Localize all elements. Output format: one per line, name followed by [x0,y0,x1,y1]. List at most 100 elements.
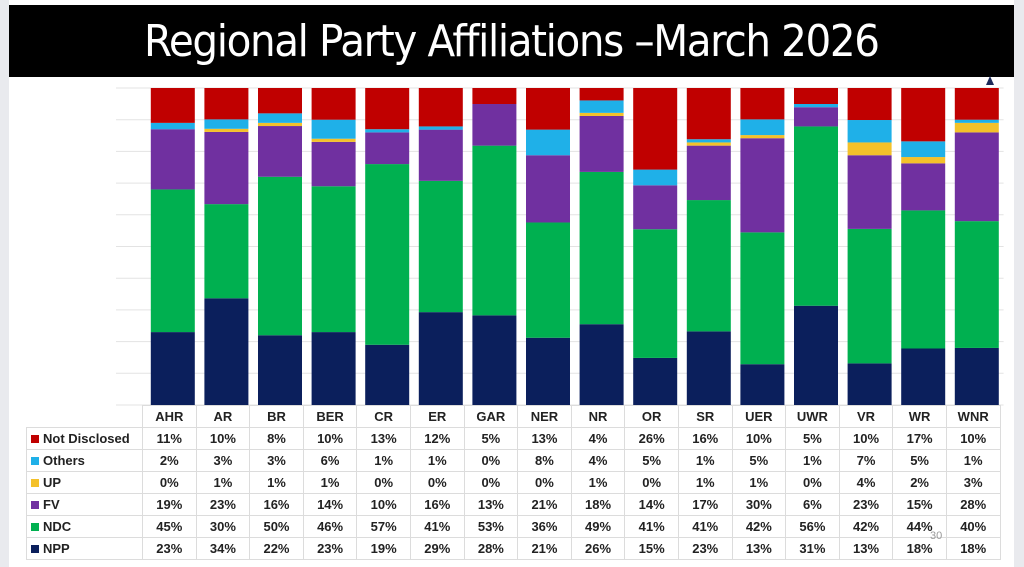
bar-segment-not-disclosed [579,88,624,101]
data-label: 7% [838,449,894,472]
bar-segment-not-disclosed [686,88,731,140]
bar-segment-up [740,135,785,139]
data-label: 57% [356,515,411,538]
data-label: 13% [838,537,894,560]
data-label: 16% [249,493,304,516]
data-label: 10% [302,427,358,450]
data-label: 6% [302,449,358,472]
category-label: WNR [945,405,1001,428]
bar-segment-up [579,112,624,116]
data-label: 12% [409,427,465,450]
category-label: SR [677,405,733,428]
bar-stack-wr [901,88,946,405]
bar-segment-not-disclosed [740,88,785,120]
legend-label: UP [43,475,62,490]
data-label: 42% [838,515,894,538]
legend-entry: NPP [26,537,143,560]
data-label: 5% [785,427,840,450]
legend-entry: NDC [26,515,143,538]
data-label: 8% [249,427,304,450]
table-row: NDC 45% 30% 50% 46% 57% 41% 53% 36% 49% 41% 41% 42% 5… [26,515,1001,538]
bar-segment-others [418,126,463,130]
bar-segment-npp [311,332,356,405]
bar-stack-sr [686,88,731,405]
data-label: 4% [838,471,894,494]
data-label: 21% [517,493,572,516]
legend-label: NDC [43,519,72,534]
bar-segment-fv [472,104,517,146]
bar-segment-others [526,129,570,156]
data-label: 41% [677,515,733,538]
bar-segment-npp [794,305,838,405]
data-label: 0% [463,471,519,494]
table-row: NPP 23% 34% 22% 23% 19% 29% 28% 21% 26% 15% 23% 13% 3… [26,537,1001,560]
bar-segment-ndc [901,210,946,349]
data-label: 1% [249,471,304,494]
data-label: 19% [356,537,411,560]
category-label: NR [570,405,626,428]
table-header-row: AHR AR BR BER CR ER GAR NER NR OR SR UER UWR VR WR WNR [26,405,1001,428]
data-label: 2% [892,471,947,494]
bar-segment-not-disclosed [794,88,838,105]
bar-segment-up [847,142,892,156]
bar-segment-ndc [365,164,410,345]
data-label: 15% [624,537,679,560]
bar-segment-ndc [311,186,356,333]
bar-segment-npp [365,344,410,405]
data-label: 50% [249,515,304,538]
data-label: 10% [195,427,251,450]
bar-segment-fv [418,129,463,181]
bar-segment-others [847,120,892,143]
bar-segment-fv [901,163,946,211]
data-label: 0% [356,471,411,494]
bar-segment-others [365,129,410,133]
bar-segment-not-disclosed [954,88,999,120]
data-label: 10% [945,427,1001,450]
bar-segment-npp [847,363,892,405]
bar-segment-ndc [204,204,249,299]
bar-segment-not-disclosed [418,88,463,127]
bar-segment-ndc [579,171,624,325]
bar-segment-npp [686,331,731,405]
bar-stack-cr [365,88,410,405]
data-label: 0% [142,471,197,494]
bar-segment-not-disclosed [847,88,892,121]
data-label: 40% [945,515,1001,538]
page-number: 30 [930,530,943,542]
category-label: NER [517,405,572,428]
bar-segment-npp [579,324,624,405]
chart-title: Regional Party Affiliations –March 2026 [144,15,880,67]
data-label: 23% [838,493,894,516]
data-label: 0% [785,471,840,494]
data-label: 13% [517,427,572,450]
bar-stack-vr [847,88,892,405]
bar-stack-wnr [954,88,999,405]
data-label: 34% [195,537,251,560]
bar-segment-fv [794,107,838,127]
bar-segment-up [686,142,731,146]
bar-segment-npp [526,337,570,405]
bar-segment-npp [150,332,195,405]
data-label: 14% [302,493,358,516]
bar-segment-not-disclosed [204,88,249,120]
bar-segment-not-disclosed [901,88,946,142]
data-label: 4% [570,427,626,450]
data-label: 23% [302,537,358,560]
legend-label: NPP [43,541,70,556]
bar-segment-ndc [740,232,785,365]
data-label: 49% [570,515,626,538]
bar-segment-fv [847,155,892,229]
bar-segment-fv [954,132,999,222]
data-label: 10% [731,427,787,450]
data-label: 3% [195,449,251,472]
bar-stack-or [633,88,678,405]
data-label: 5% [892,449,947,472]
data-label: 17% [892,427,947,450]
bar-segment-up [311,138,356,142]
legend-swatch [31,500,39,509]
bar-segment-ndc [258,176,302,336]
bar-segment-up [901,157,946,164]
bar-segment-fv [150,129,195,190]
data-label: 1% [945,449,1001,472]
category-label: BR [249,405,304,428]
